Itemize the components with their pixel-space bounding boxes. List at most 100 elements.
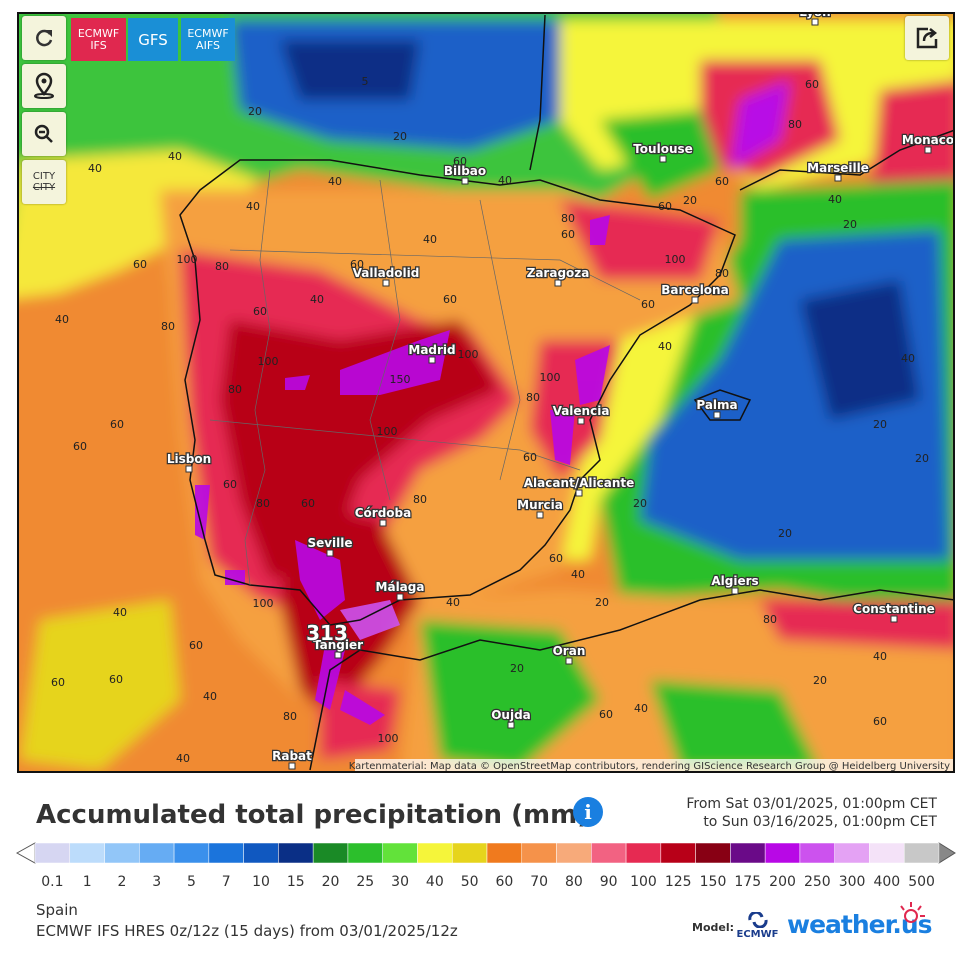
contour-label: 60 [223,478,237,491]
city-label: Monaco [902,133,953,147]
scale-arrow-left [15,842,36,864]
scale-label: 1 [83,874,92,890]
city-on: CITY [32,171,56,182]
coastlines [179,14,953,771]
model-button[interactable]: GFS [128,18,178,61]
contour-label: 60 [549,552,563,565]
model-button[interactable]: ECMWF IFS [71,18,126,61]
scale-label: 7 [222,874,231,890]
contour-label: 60 [73,440,87,453]
contour-label: 80 [763,613,777,626]
contour-label: 60 [523,451,537,464]
city-label: Madrid [408,343,455,357]
scale-label: 400 [873,874,900,890]
scale-label: 200 [769,874,796,890]
contour-label: 20 [248,105,262,118]
scale-arrow-right [938,842,956,864]
contour-label: 60 [133,258,147,271]
scale-label: 100 [630,874,657,890]
model-label: Model: [692,921,735,934]
scale-cell [104,842,140,864]
scale-label: 70 [530,874,548,890]
contour-label: 40 [446,596,460,609]
attribution-bg [355,759,953,771]
model-variant: IFS [90,38,107,52]
city-label: Oran [553,644,586,658]
contour-label: 60 [301,497,315,510]
contour-label: 80 [228,383,242,396]
contour-label: 40 [246,200,260,213]
date-to: to Sun 03/16/2025, 01:00pm CET [703,814,937,830]
scale-label: 20 [322,874,340,890]
contour-label: 40 [113,606,127,619]
contour-label: 5 [362,75,369,88]
contour-label: 20 [873,418,887,431]
contour-label: 60 [658,200,672,213]
date-from: From Sat 03/01/2025, 01:00pm CET [686,796,937,812]
region: Spain [36,901,78,919]
share-button[interactable] [905,16,949,60]
scale-cell [312,842,349,864]
scale-cell [903,842,940,864]
scale-cell [208,842,244,864]
refresh-button[interactable] [22,16,66,60]
city-off: CITY [32,182,56,193]
max-label: 313 [306,621,348,645]
color-scale: 0.1 1 2 3 5 7 10 15 20 25 30 40 50 60 70 80 90 100 125 150 1… [15,842,956,890]
city-label: Bilbao [444,164,486,178]
city-button[interactable]: CITY CITY [22,160,66,204]
precip-field [19,14,953,771]
contour-label: 40 [328,175,342,188]
city-marker [575,489,583,497]
contour-label: 20 [915,452,929,465]
city-label: Córdoba [355,506,412,520]
scale-label: 0.1 [41,874,63,890]
zoom-button[interactable] [22,112,66,156]
scale-cell [347,842,383,864]
city-label: Oujda [491,708,531,722]
contour-label: 40 [423,233,437,246]
contour-label: 40 [88,162,102,175]
scale-cell [660,842,696,864]
contour-label: 60 [599,708,613,721]
contour-label: 60 [51,676,65,689]
info-icon[interactable]: i [573,797,603,827]
contour-label: 60 [715,175,729,188]
city-marker [577,417,585,425]
city-label: Murcia [517,498,563,512]
contour-label: 100 [258,355,279,368]
model-run: ECMWF IFS HRES 0z/12z (15 days) from 03/… [36,922,458,940]
contour-label: 20 [778,527,792,540]
attribution: Kartenmaterial: Map data © OpenStreetMap… [349,761,950,771]
brand[interactable]: weather.us [787,910,933,939]
model-button[interactable]: ECMWF AIFS [181,18,235,61]
scale-label: 3 [152,874,161,890]
scale-cell [556,842,592,864]
scale-label: 10 [252,874,270,890]
contour-label: 60 [453,155,467,168]
city-label: Zaragoza [527,266,590,280]
city-marker [396,593,404,601]
scale-label: 25 [356,874,374,890]
city-label: Toulouse [633,142,693,156]
city-label: Barcelona [661,283,728,297]
scale-cell [278,842,314,864]
brand-sun [900,902,925,923]
scale-label: 300 [839,874,866,890]
location-button[interactable] [22,64,66,108]
scale-cell [764,842,801,864]
contour-label: 80 [283,710,297,723]
city-marker [659,155,667,163]
model-name: ECMWF [77,26,120,40]
city-label: Lyon [799,14,830,19]
city-marker [811,18,819,26]
city-marker [731,587,739,595]
city-label: Valladolid [353,266,420,280]
contour-label: 80 [526,391,540,404]
contour-label: 100 [377,425,398,438]
city-marker [565,657,573,665]
scale-label: 60 [495,874,513,890]
city-marker [334,651,342,659]
contour-label: 20 [633,497,647,510]
map[interactable]: 5 20 20 40 40 60 40 40 60 40 40 60 40 60 100 80 60 80 40 60… [17,12,955,773]
